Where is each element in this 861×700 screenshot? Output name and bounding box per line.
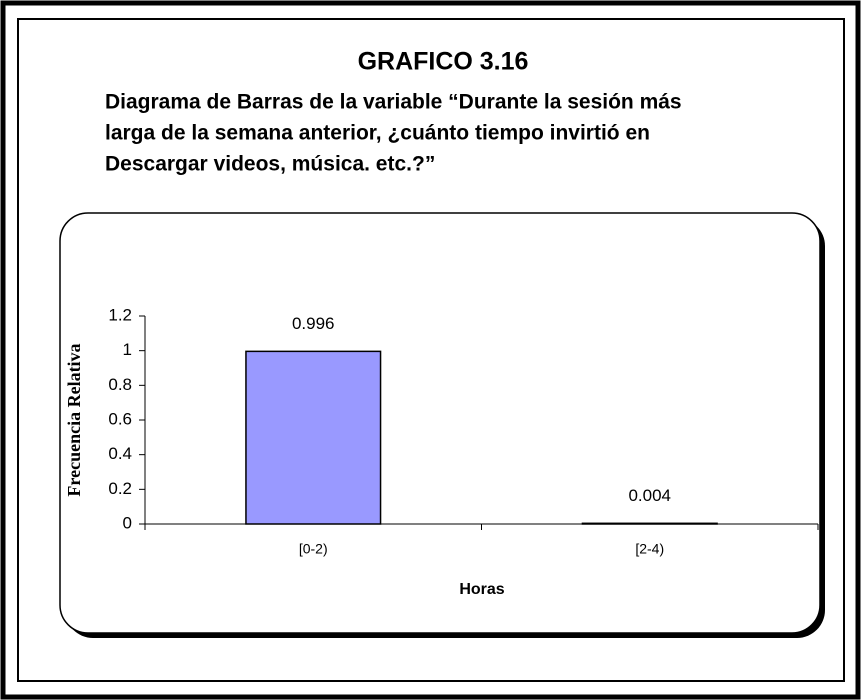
bar: [245, 350, 382, 525]
y-tick-label: 0: [123, 513, 132, 532]
data-label: 0.004: [628, 486, 671, 505]
y-tick-label: 0.8: [108, 375, 132, 394]
chart-title: GRAFICO 3.16: [358, 48, 529, 76]
bar: [581, 522, 718, 525]
subtitle: Diagrama de Barras de la variable “Duran…: [105, 91, 682, 114]
y-tick-label: 1.2: [108, 305, 132, 324]
inner-frame: [17, 18, 845, 682]
y-tick-label: 0.4: [108, 444, 132, 463]
y-axis-label: Frecuencia Relativa: [64, 343, 84, 496]
x-axis-label: Horas: [459, 581, 504, 598]
subtitle: Descargar videos, música. etc.?”: [105, 153, 435, 176]
y-tick-label: 1: [123, 340, 132, 359]
x-tick-label: [0-2): [299, 541, 328, 557]
x-tick-label: [2-4): [635, 541, 664, 557]
subtitle: larga de la semana anterior, ¿cuánto tie…: [105, 122, 650, 145]
data-label: 0.996: [292, 314, 335, 333]
y-tick-label: 0.2: [108, 479, 132, 498]
chart-area: [59, 212, 821, 634]
y-tick-label: 0.6: [108, 409, 132, 428]
